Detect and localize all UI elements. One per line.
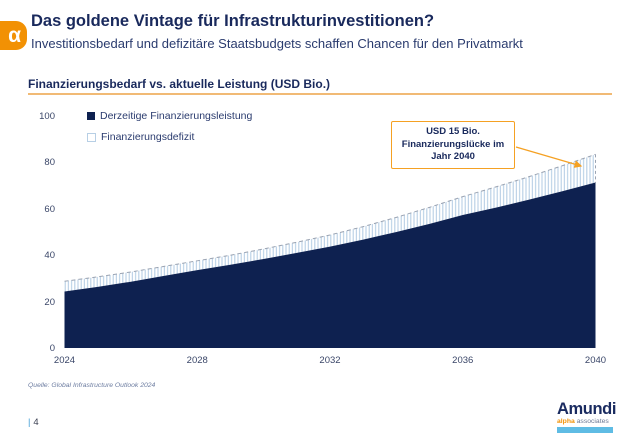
y-axis-tick-label: 20 [44,296,55,308]
legend-swatch-hatched [87,132,96,142]
annotation-arrow [515,146,583,168]
page-subtitle: Investitionsbedarf und defizitäre Staats… [31,36,523,51]
amundi-logo: Amundi alpha associates [557,400,617,433]
amundi-logo-subline: alpha associates [557,418,615,425]
chart-title-underline [28,93,612,95]
legend-swatch-solid [87,112,95,120]
current-area [64,182,596,348]
y-axis-tick-label: 40 [44,250,55,261]
annotation-line-2: Finanzierungslücke im [401,138,505,150]
page-number: | 4 [28,417,39,428]
y-axis-tick-label: 80 [44,157,55,168]
y-axis-tick-label: 100 [39,110,55,122]
deficit-outline [64,153,596,282]
x-axis-tick-label: 2032 [319,355,341,366]
page-number-pipe: | [28,417,31,428]
legend-label: Finanzierungsdefizit [101,131,195,143]
stacked-area-chart [64,146,596,348]
annotation-line-3: Jahr 2040 [431,151,475,162]
x-axis-tick-label: 2024 [53,355,76,366]
legend-item-deficit: Finanzierungsdefizit [87,131,252,143]
amundi-logo-associates: associates [576,418,609,425]
amundi-logo-bar [557,427,613,433]
amundi-logo-wordmark: Amundi [557,400,617,418]
y-axis-tick-label: 60 [44,203,55,215]
y-axis-tick-label: 0 [49,343,55,354]
legend-label: Derzeitige Finanzierungsleistung [100,110,253,122]
amundi-logo-alpha: alpha [557,418,575,425]
chart-legend: Derzeitige Finanzierungsleistung Finanzi… [87,110,252,152]
page-number-value: 4 [33,417,39,428]
x-axis-tick-label: 2028 [186,355,208,366]
alpha-logo: α [0,21,27,50]
x-axis-tick-label: 2040 [584,355,607,366]
annotation-line-1: USD 15 Bio. [426,126,480,137]
chart-title: Finanzierungsbedarf vs. aktuelle Leistun… [28,77,331,91]
page-title: Das goldene Vintage für Infrastrukturinv… [31,12,435,30]
source-note: Quelle: Global Infrastructure Outlook 20… [28,382,156,389]
deficit-area [64,154,596,292]
x-axis-tick-label: 2036 [452,355,474,366]
legend-item-current: Derzeitige Finanzierungsleistung [87,110,252,122]
alpha-logo-glyph: α [8,24,21,47]
annotation-callout: USD 15 Bio. Finanzierungslücke im Jahr 2… [391,121,515,169]
